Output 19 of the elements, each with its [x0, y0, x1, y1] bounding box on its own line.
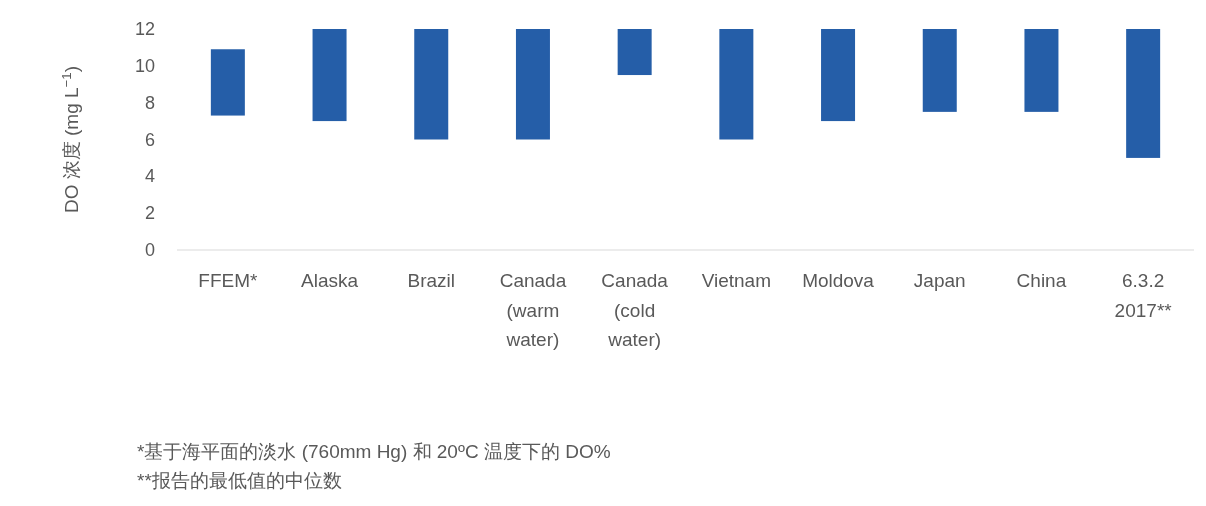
x-tick-label: Canada (warm water) — [499, 270, 567, 350]
x-tick-label: Vietnam — [701, 270, 772, 291]
x-tick-label: Moldova — [802, 270, 875, 291]
y-tick-label: 6 — [144, 129, 155, 150]
y-tick-label: 10 — [134, 55, 155, 76]
x-tick-label: 6.3.2 2017** — [1114, 270, 1173, 321]
y-tick-label: 0 — [144, 240, 155, 260]
x-tick-label: Brazil — [407, 270, 456, 291]
x-tick-label: Canada (cold water) — [601, 270, 669, 350]
text: *基于海平面的淡水 (760mm Hg) 和 20ºC 温度下的 DO% — [137, 441, 611, 462]
y-tick-label: 8 — [144, 92, 155, 113]
y-tick-label: 12 — [134, 19, 155, 39]
x-tick-label: Alaska — [301, 270, 359, 291]
x-tick-label: FFEM* — [198, 270, 259, 291]
y-tick-label: 4 — [144, 166, 155, 187]
text: **报告的最低值的中位数 — [137, 470, 342, 491]
x-tick-label: China — [1016, 270, 1067, 291]
x-tick-label: Japan — [913, 270, 966, 291]
y-tick-label: 2 — [144, 203, 155, 224]
